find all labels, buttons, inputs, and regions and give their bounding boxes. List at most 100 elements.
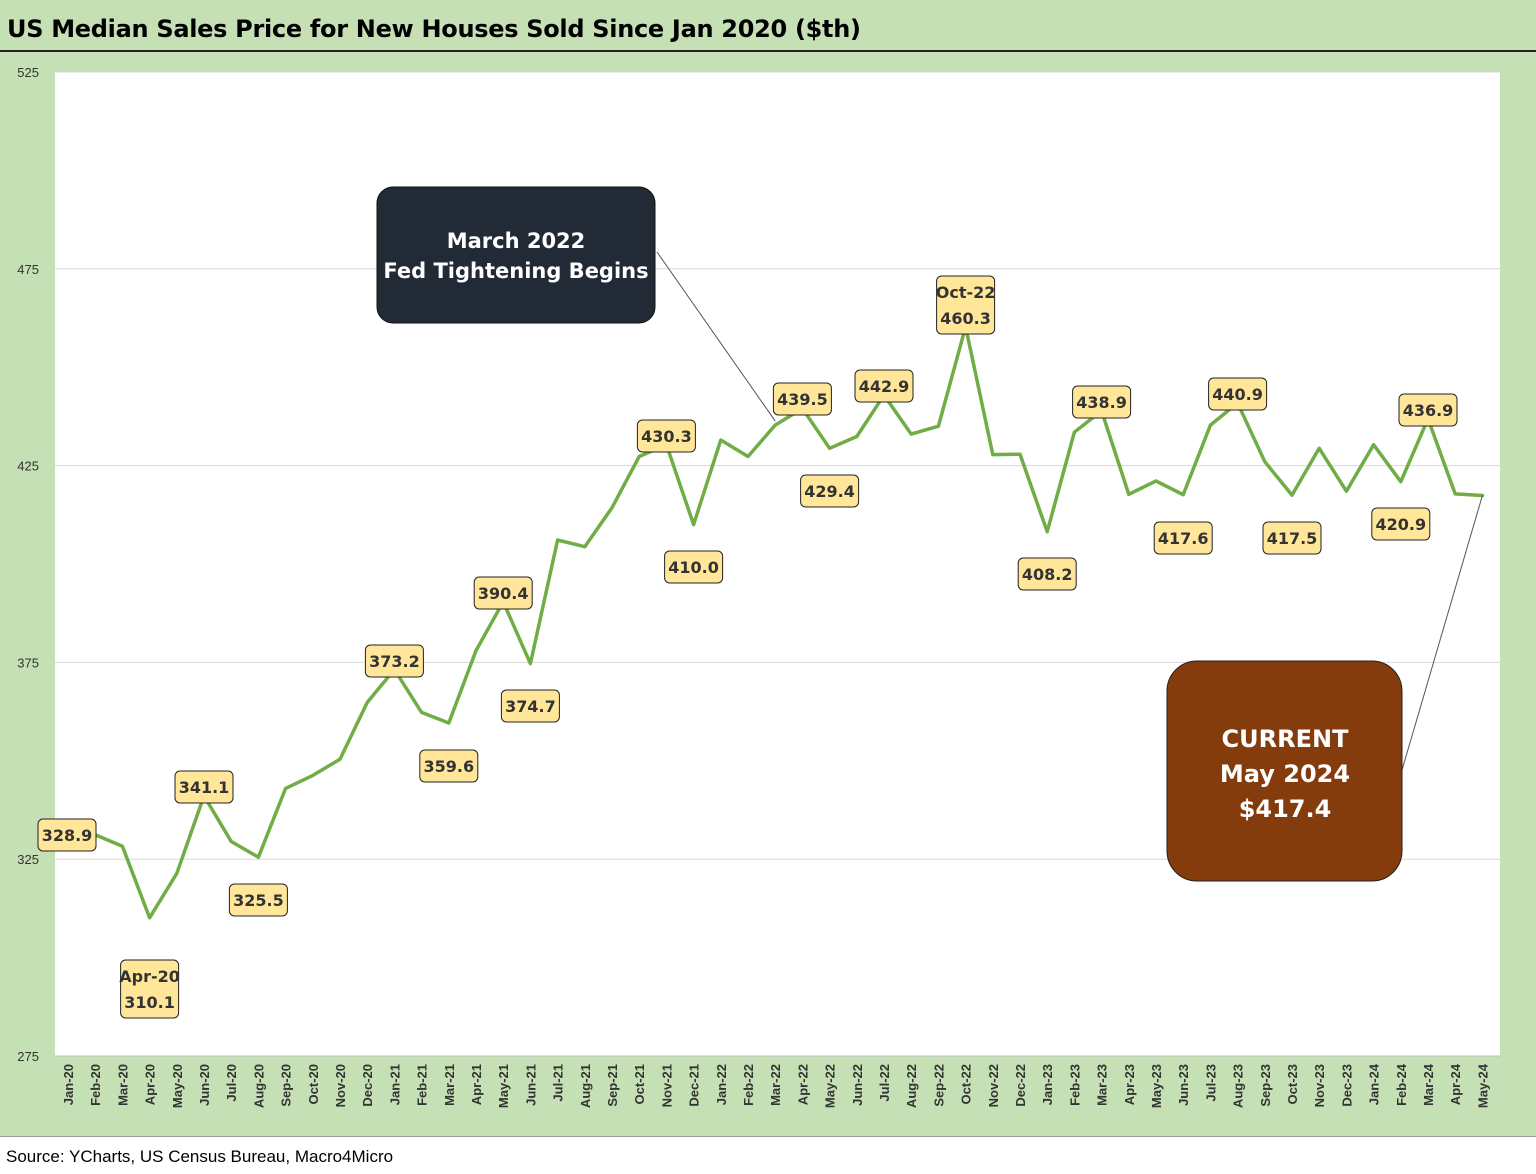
x-tick-label: Jan-21 xyxy=(387,1064,402,1105)
data-label: 429.4 xyxy=(804,482,855,501)
data-label: 442.9 xyxy=(859,377,910,396)
x-tick-label: May-23 xyxy=(1149,1064,1164,1108)
x-tick-label: Aug-23 xyxy=(1231,1064,1246,1108)
data-label-box xyxy=(1371,507,1431,541)
data-label-box xyxy=(1017,557,1077,591)
y-tick-label: 475 xyxy=(17,262,39,277)
x-tick-label: Jul-20 xyxy=(224,1064,239,1102)
x-tick-label: Mar-21 xyxy=(442,1064,457,1106)
x-tick-label: Sep-22 xyxy=(931,1064,946,1107)
x-tick-label: May-22 xyxy=(823,1064,838,1108)
current-callout-text: $417.4 xyxy=(1239,795,1332,823)
x-tick-label: Jul-23 xyxy=(1203,1064,1218,1102)
y-tick-label: 375 xyxy=(17,655,39,670)
x-tick-label: Mar-24 xyxy=(1421,1063,1436,1106)
data-label-box xyxy=(664,550,724,584)
x-tick-label: Aug-22 xyxy=(904,1064,919,1108)
title-bar: US Median Sales Price for New Houses Sol… xyxy=(0,0,1536,52)
x-tick-label: May-24 xyxy=(1475,1063,1490,1108)
data-label-box xyxy=(800,474,860,508)
line-chart: 275 325 375 425 475 525 Jan-20 Feb-20 Mar-20 Apr-… xyxy=(17,65,1500,1108)
x-tick-label: Nov-22 xyxy=(986,1064,1001,1107)
x-tick-label: Jul-21 xyxy=(551,1064,566,1102)
data-label: 439.5 xyxy=(777,390,828,409)
x-tick-label: Feb-20 xyxy=(88,1064,103,1106)
x-tick-label: Dec-22 xyxy=(1013,1064,1028,1107)
chart-title: US Median Sales Price for New Houses Sol… xyxy=(7,15,861,43)
x-tick-label: Jan-23 xyxy=(1040,1064,1055,1105)
x-tick-label: Dec-20 xyxy=(360,1064,375,1107)
x-tick-label: Mar-22 xyxy=(768,1064,783,1106)
x-tick-label: Apr-24 xyxy=(1448,1063,1463,1105)
x-tick-label: Feb-24 xyxy=(1394,1063,1409,1106)
data-label-box xyxy=(228,883,288,917)
x-tick-label: Feb-21 xyxy=(415,1064,430,1106)
y-tick-label: 425 xyxy=(17,459,39,474)
chart-frame: 275 325 375 425 475 525 Jan-20 Feb-20 Mar-20 Apr-… xyxy=(0,52,1536,1136)
x-tick-label: Sep-23 xyxy=(1258,1064,1273,1107)
current-callout-text: May 2024 xyxy=(1220,760,1350,788)
data-label: 390.4 xyxy=(478,584,529,603)
x-tick-label: Mar-20 xyxy=(115,1064,130,1106)
x-tick-label: Jan-22 xyxy=(714,1064,729,1105)
x-tick-label: Jan-20 xyxy=(61,1064,76,1105)
data-label: 460.3 xyxy=(940,309,991,328)
x-tick-label: Oct-22 xyxy=(959,1064,974,1104)
x-tick-label: Sep-20 xyxy=(279,1064,294,1107)
x-tick-label: Feb-23 xyxy=(1067,1064,1082,1106)
x-tick-label: Oct-23 xyxy=(1285,1064,1300,1104)
data-label-box xyxy=(1398,393,1458,427)
data-label-box xyxy=(37,818,97,852)
data-label: 310.1 xyxy=(124,993,175,1012)
x-tick-label: Aug-20 xyxy=(251,1064,266,1108)
x-tick-label: Aug-21 xyxy=(578,1064,593,1108)
data-label: 374.7 xyxy=(505,697,556,716)
x-tick-label: Oct-21 xyxy=(632,1064,647,1104)
current-callout-leader xyxy=(1401,495,1483,771)
x-tick-label: Nov-23 xyxy=(1312,1064,1327,1107)
fed-callout-box xyxy=(376,186,656,324)
data-label-box xyxy=(772,382,832,416)
x-tick-label: Apr-22 xyxy=(795,1064,810,1105)
data-label: 436.9 xyxy=(1403,401,1454,420)
fed-callout-leader xyxy=(656,251,776,422)
data-label: 408.2 xyxy=(1022,565,1073,584)
x-tick-label: Apr-23 xyxy=(1122,1064,1137,1105)
data-label: 420.9 xyxy=(1375,515,1426,534)
data-label: 438.9 xyxy=(1076,393,1127,412)
data-label-box xyxy=(854,369,914,403)
x-tick-label: Apr-21 xyxy=(469,1064,484,1105)
data-label-box xyxy=(1208,377,1268,411)
x-tick-label: Oct-20 xyxy=(306,1064,321,1104)
data-label-box xyxy=(419,749,479,783)
data-label-box xyxy=(500,689,560,723)
x-tick-label: Sep-21 xyxy=(605,1064,620,1107)
data-label: 325.5 xyxy=(233,891,284,910)
x-tick-label: May-21 xyxy=(496,1064,511,1108)
data-label: 417.6 xyxy=(1158,529,1209,548)
data-label-box xyxy=(120,959,180,1019)
y-tick-label: 325 xyxy=(17,852,39,867)
x-tick-label: Mar-23 xyxy=(1095,1064,1110,1106)
data-label: 359.6 xyxy=(423,757,474,776)
data-label-box xyxy=(936,275,996,335)
data-label-box xyxy=(364,644,424,678)
x-tick-label: Jun-20 xyxy=(197,1064,212,1106)
y-tick-label: 525 xyxy=(17,65,39,80)
data-label-box xyxy=(1153,521,1213,555)
data-label: 440.9 xyxy=(1212,385,1263,404)
x-tick-label: Jun-23 xyxy=(1176,1064,1191,1106)
plot-area xyxy=(55,72,1500,1056)
data-label-box xyxy=(473,576,533,610)
data-label: 373.2 xyxy=(369,652,420,671)
x-tick-label: May-20 xyxy=(170,1064,185,1108)
fed-callout-text: March 2022 xyxy=(447,229,586,253)
data-label: 430.3 xyxy=(641,427,692,446)
x-tick-label: Jun-22 xyxy=(850,1064,865,1106)
source-bar: Source: YCharts, US Census Bureau, Macro… xyxy=(0,1136,1536,1174)
data-label-box xyxy=(636,419,696,453)
x-tick-label: Jun-21 xyxy=(523,1064,538,1106)
x-tick-label: Jul-22 xyxy=(877,1064,892,1102)
data-label-box xyxy=(1072,385,1132,419)
current-callout-box xyxy=(1166,660,1403,882)
